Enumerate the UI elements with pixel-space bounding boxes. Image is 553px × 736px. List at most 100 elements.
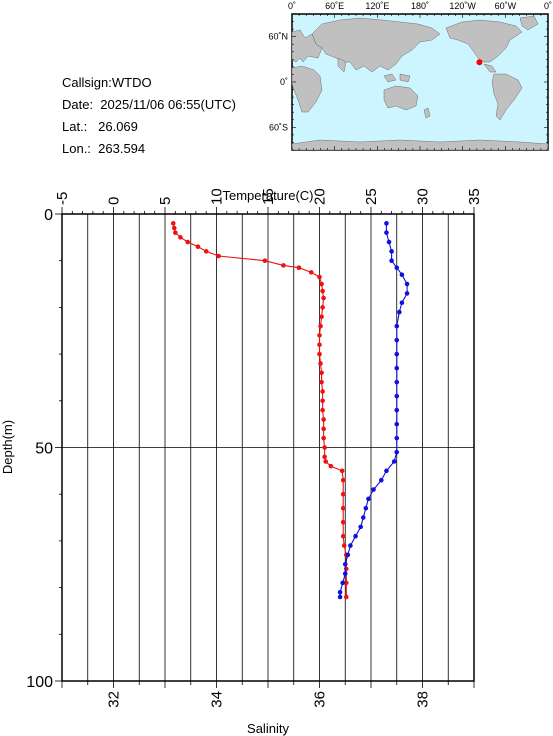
temperature-data-point	[321, 295, 326, 301]
temperature-data-point	[323, 459, 328, 464]
temperature-axis-title: Temperature(C)	[222, 188, 313, 203]
chart-grid	[62, 214, 474, 681]
temperature-data-point	[328, 463, 334, 469]
temperature-data-point	[339, 468, 345, 474]
temperature-data-point	[173, 230, 178, 235]
temperature-data-point	[319, 370, 324, 376]
salinity-data-point	[366, 496, 371, 502]
asia-landmass	[311, 17, 441, 73]
map-latitude-labels: 60˚N 0˚ 60˚S	[268, 32, 288, 133]
date-text: Date: 2025/11/06 06:55(UTC)	[62, 97, 236, 112]
temperature-data-point	[343, 580, 349, 586]
depth-axis-title: Depth(m)	[0, 420, 15, 474]
temperature-data-point	[340, 505, 346, 511]
map-longitude-label: 0˚	[544, 1, 552, 11]
new-guinea-landmass	[399, 73, 411, 83]
salinity-data-point	[353, 533, 358, 539]
africa-landmass	[291, 65, 323, 113]
temperature-data-point	[321, 417, 326, 422]
temperature-tick-label: 0	[106, 197, 123, 205]
temperature-data-point	[343, 594, 349, 600]
temperature-data-point	[317, 351, 322, 357]
salinity-data-point	[399, 300, 405, 306]
salinity-data-point	[399, 272, 405, 278]
salinity-data-point	[379, 477, 384, 483]
salinity-data-point	[342, 571, 348, 576]
north-america-landmass	[445, 19, 523, 63]
salinity-data-point	[360, 515, 366, 520]
temperature-data-point	[320, 305, 325, 310]
salinity-axis: 32 34 36 38	[61, 681, 475, 708]
temperature-data-point	[322, 445, 327, 450]
temperature-data-point	[296, 265, 302, 271]
temperature-data-point	[340, 477, 346, 483]
location-map: 0˚ 60˚E 120˚E 180˚ 120˚W 60˚W 0˚ 60˚N 0˚ 60˚S	[268, 1, 552, 151]
salinity-tick-label: 34	[209, 691, 226, 708]
temperature-data-point	[340, 533, 346, 539]
temperature-tick-label: 15	[260, 188, 277, 205]
salinity-data-point	[394, 407, 400, 413]
temperature-data-point	[343, 566, 349, 572]
temperature-tick-label: -5	[54, 192, 71, 205]
temperature-data-point	[171, 225, 177, 231]
greenland-landmass	[519, 15, 539, 31]
salinity-data-point	[340, 580, 345, 586]
salinity-data-point	[337, 589, 343, 595]
salinity-data-point	[348, 543, 353, 548]
temperature-data-point	[170, 221, 176, 226]
map-latitude-label: 0˚	[280, 77, 288, 87]
salinity-data-point	[397, 309, 402, 315]
temperature-data-point	[203, 249, 209, 254]
central-america-landmass	[483, 63, 497, 73]
map-longitude-label: 120˚E	[365, 1, 389, 11]
salinity-data-point	[337, 594, 343, 600]
map-longitude-labels: 0˚ 60˚E 120˚E 180˚ 120˚W 60˚W 0˚	[288, 1, 552, 11]
temperature-data-point	[322, 454, 327, 460]
temperature-profile-line	[172, 223, 347, 597]
temperature-axis: -5 0 5 10 15 20 25 30 35	[54, 188, 483, 214]
salinity-data-point	[394, 435, 400, 441]
temperature-data-point	[320, 389, 325, 394]
salinity-data-point	[384, 230, 389, 235]
temperature-tick-label: 20	[312, 188, 329, 205]
salinity-data-point	[384, 221, 389, 226]
europe-landmass	[291, 29, 323, 63]
temperature-tick-label: 10	[209, 188, 226, 205]
temperature-data-point	[318, 323, 323, 329]
salinity-data-point	[342, 561, 348, 567]
map-longitude-label: 60˚E	[325, 1, 344, 11]
salinity-data-point	[389, 249, 394, 254]
salinity-data-point	[394, 351, 400, 357]
salinity-data-point	[363, 505, 369, 511]
temperature-data-point	[195, 244, 201, 249]
temperature-data-point	[262, 258, 268, 264]
salinity-data-point	[404, 281, 410, 287]
depth-tick-label: 50	[35, 441, 53, 458]
salinity-data-point	[391, 459, 397, 464]
temperature-data-point	[317, 274, 322, 280]
depth-tick-label: 100	[26, 674, 53, 691]
salinity-data-point	[394, 379, 400, 385]
map-longitude-label: 180˚	[411, 1, 429, 11]
station-info: Callsign:WTDO Date: 2025/11/06 06:55(UTC…	[62, 72, 236, 160]
temperature-data-point	[320, 407, 325, 413]
new-zealand-landmass	[423, 107, 431, 119]
salinity-data-point	[394, 323, 400, 329]
salinity-data-point	[394, 393, 400, 399]
depth-tick-label: 0	[44, 207, 53, 224]
temperature-profile	[170, 221, 349, 600]
temperature-data-point	[320, 288, 325, 294]
salinity-profile	[337, 221, 410, 600]
map-latitude-label: 60˚S	[269, 122, 288, 132]
salinity-data-point	[394, 449, 400, 455]
depth-axis: 0 50 100	[26, 207, 62, 691]
temperature-data-point	[319, 314, 324, 320]
salinity-tick-label: 38	[415, 691, 432, 708]
latitude-text: Lat.: 26.069	[62, 119, 138, 134]
salinity-data-point	[386, 239, 392, 245]
temperature-data-point	[281, 263, 286, 268]
temperature-data-point	[320, 398, 325, 404]
temperature-data-point	[185, 239, 190, 245]
map-frame-ticks	[291, 13, 549, 151]
